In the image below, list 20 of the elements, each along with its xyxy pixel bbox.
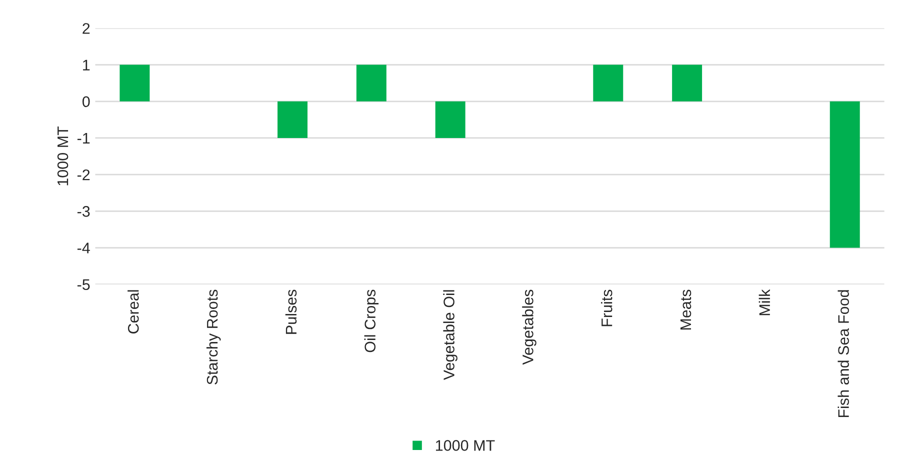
- x-tick-label: Fruits: [601, 290, 612, 326]
- y-axis-title: 1000 MT: [57, 126, 68, 186]
- y-tick-label: -4: [77, 242, 90, 254]
- y-tick-label: -2: [77, 169, 90, 180]
- y-tick-label: 1: [83, 60, 90, 70]
- y-tick-label: 0: [82, 96, 90, 108]
- y-tick-label: 2: [82, 23, 90, 34]
- x-tick-label: Vegetables: [522, 290, 536, 365]
- legend-label: 1000 MT: [436, 440, 495, 451]
- x-tick-label: Meats: [680, 290, 692, 330]
- x-tick-label: Pulses: [285, 290, 297, 334]
- x-tick-label: Milk: [758, 289, 770, 316]
- x-tick-label: Oil Crops: [364, 290, 379, 352]
- y-tick-label: -1: [77, 133, 90, 144]
- x-tick-label: Cereal: [128, 290, 139, 334]
- y-tick-label: -5: [77, 279, 90, 290]
- x-tick-label: Starchy Roots: [206, 290, 221, 384]
- y-tick-label: -3: [77, 206, 90, 217]
- x-tick-label: Fish and Sea Food: [838, 290, 849, 418]
- x-tick-label: Vegetable Oil: [443, 290, 458, 380]
